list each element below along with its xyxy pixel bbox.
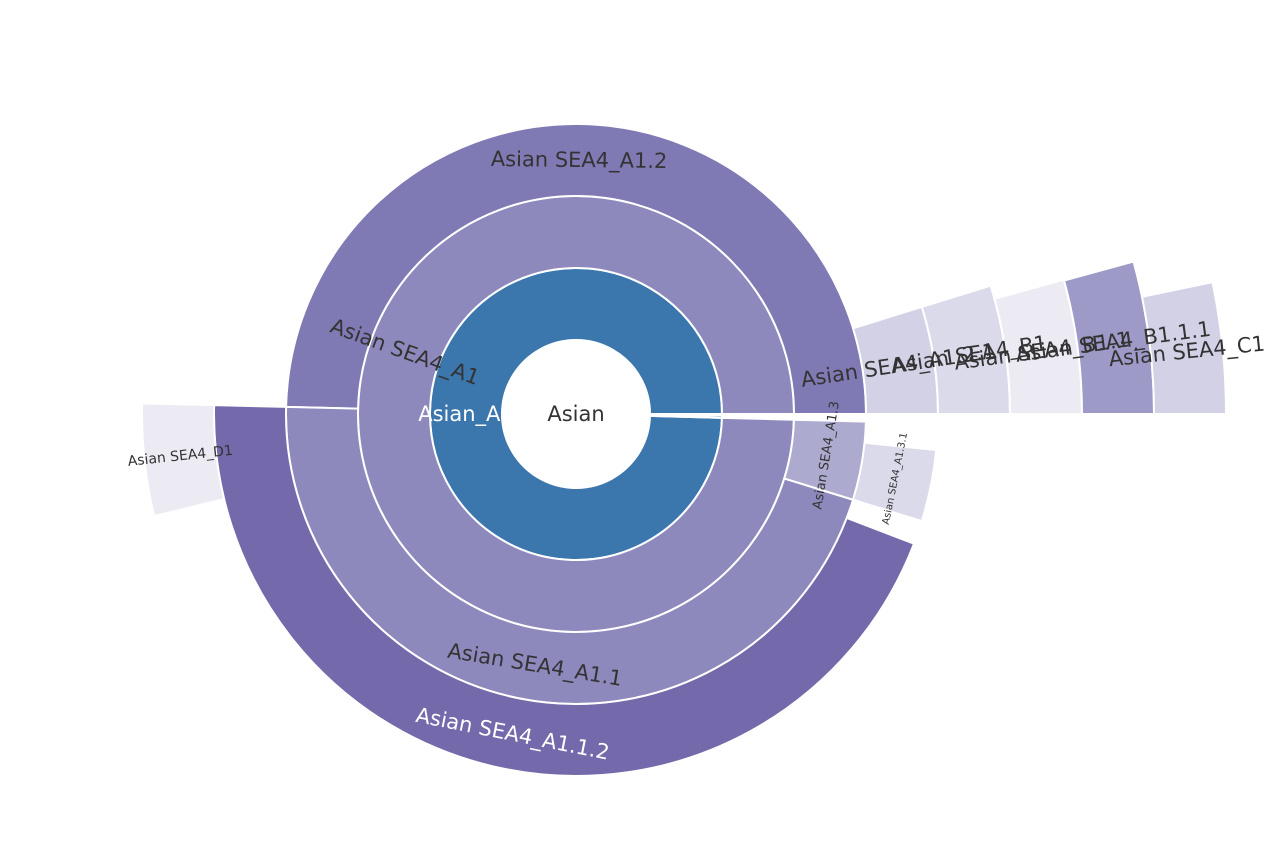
sector-sea4-a1-1-2[interactable] xyxy=(213,404,916,777)
sunburst-sectors xyxy=(141,123,1228,777)
label-asian: Asian xyxy=(547,402,604,426)
label-a1: Asian_A1 xyxy=(418,402,514,427)
label-sea4-a1-2: Asian SEA4_A1.2 xyxy=(491,147,668,174)
sector-sea4-a1-2[interactable] xyxy=(285,123,868,415)
sector-a1-red-sliver[interactable] xyxy=(648,413,724,417)
sector-sea4-a1-3-1[interactable] xyxy=(851,441,938,523)
sector-sea4-c1[interactable] xyxy=(1140,281,1228,415)
sector-sea4-d1[interactable] xyxy=(141,402,226,518)
